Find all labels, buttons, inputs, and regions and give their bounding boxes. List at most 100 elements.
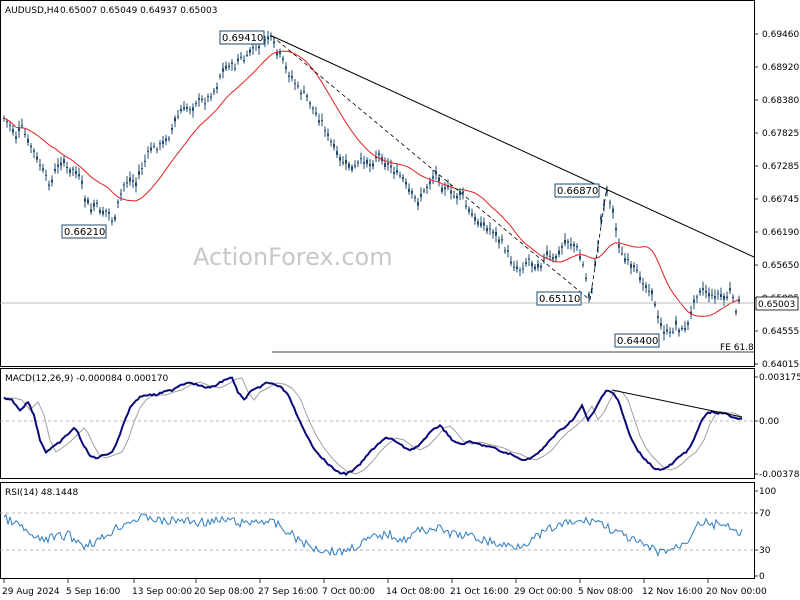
candle-body [243,59,245,62]
candle-body [309,102,311,105]
candle-body [69,169,71,173]
candle-body [648,290,650,292]
candle-body [660,323,662,327]
candle-body [204,103,206,105]
candle-body [666,329,668,332]
candle-body [99,209,101,213]
candle-body [441,187,443,192]
candle-body [540,265,542,268]
candle-body [294,83,296,85]
candle-body [363,162,365,164]
candle-body [435,171,437,175]
candle-body [108,212,110,214]
candle-body [351,166,353,171]
candle-body [702,288,704,291]
candle-body [285,66,287,69]
macd-axis: 0.003175 0.00 -0.00378 [754,373,800,480]
candle-body [207,95,209,97]
candle-body [651,290,653,295]
macd-tick-label: 0.00 [759,417,779,427]
candle-body [312,107,314,109]
candle-body [234,68,236,70]
candle-body [738,299,740,302]
price-tick-label: 0.64015 [762,360,799,370]
candle-body [138,171,140,175]
price-tick-label: 0.66745 [762,195,799,205]
svg-text:0.69410: 0.69410 [222,33,263,44]
candle-body [447,185,449,188]
candle-body [117,201,119,204]
candle-body [66,167,68,169]
candle-body [282,58,284,60]
main-panel-frame [0,0,755,367]
candle-body [336,151,338,155]
candle-body [531,262,533,267]
candle-body [696,296,698,298]
candle-body [462,191,464,194]
candle-body [543,258,545,260]
candle-body [318,120,320,123]
candle-body [465,205,467,207]
time-tick-label: 12 Nov 16:00 [642,587,703,597]
candle-body [81,180,83,184]
candle-body [45,174,47,176]
candle-body [636,269,638,272]
macd-tick-label: -0.00378 [759,470,800,480]
candle-body [264,39,266,41]
macd-title: MACD(12,26,9) -0.000084 0.000170 [5,374,168,384]
candle-body [558,250,560,255]
candle-body [459,191,461,196]
candle-body [717,293,719,295]
candle-body [579,256,581,260]
candle-body [105,210,107,212]
candle-body [639,276,641,281]
candle-body [48,184,50,187]
candle-body [555,255,557,259]
candle-body [372,163,374,167]
candle-body [570,244,572,246]
candle-body [600,216,602,220]
candle-body [198,98,200,100]
macd-divergence-line [611,389,743,418]
candle-body [468,208,470,212]
macd-tick-label: 0.003175 [759,373,800,383]
candle-body [729,288,731,291]
candle-body [63,159,65,163]
candle-body [321,119,323,121]
candle-body [168,138,170,140]
price-tick-label: 0.64555 [762,327,799,337]
candle-body [147,150,149,152]
price-tick-label: 0.68920 [762,63,799,73]
candle-body [78,174,80,177]
candle-body [735,311,737,313]
rsi-tick-label: 0 [759,572,765,582]
candle-body [663,331,665,334]
candle-body [6,121,8,123]
candle-body [60,162,62,166]
candle-body [537,263,539,268]
time-tick-label: 20 Sep 08:00 [194,587,254,597]
candle-body [36,156,38,160]
candle-body [420,193,422,197]
rsi-title: RSI(14) 48.1448 [5,488,78,498]
candle-body [132,179,134,182]
candle-body [216,86,218,89]
candle-body [42,168,44,171]
candle-body [9,124,11,126]
candle-body [399,175,401,177]
candle-body [159,143,161,145]
candle-body [708,293,710,297]
candle-body [591,287,593,289]
candle-body [597,246,599,248]
candle-body [51,179,53,183]
price-tick-label: 0.65650 [762,261,799,271]
candle-body [54,168,56,172]
candle-body [546,251,548,255]
rsi-tick-label: 100 [759,487,776,497]
candle-body [711,294,713,296]
price-tick-label: 0.68380 [762,96,799,106]
candle-body [450,190,452,194]
annotation-high2: 0.66870 [554,183,600,198]
candle-body [27,138,29,143]
